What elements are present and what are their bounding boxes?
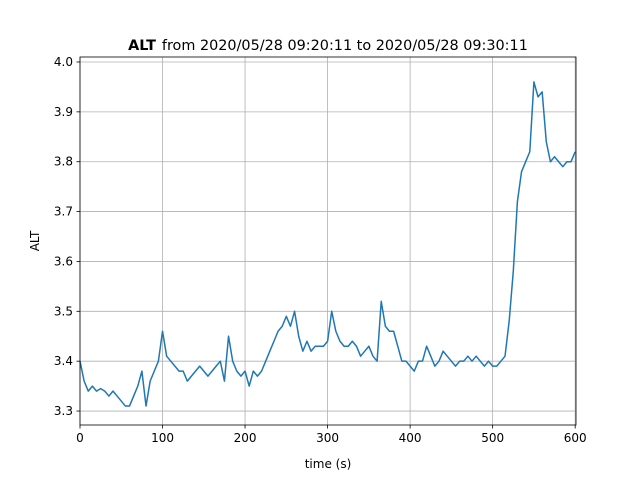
plot-frame [79, 56, 577, 426]
x-tick-label: 400 [399, 431, 422, 445]
x-tick-label: 500 [481, 431, 504, 445]
title-bold: ALT [128, 38, 156, 54]
title-rest: from 2020/05/28 09:20:11 to 2020/05/28 0… [162, 38, 528, 54]
x-tick-label: 100 [151, 431, 174, 445]
y-tick-label: 3.8 [54, 155, 73, 169]
y-tick-label: 4.0 [54, 55, 73, 69]
chart-title: ALT from 2020/05/28 09:20:11 to 2020/05/2… [128, 38, 528, 54]
x-tick-label: 300 [316, 431, 339, 445]
y-tick-label: 3.5 [54, 304, 73, 318]
y-axis-label: ALT [28, 230, 42, 251]
x-tick-label: 0 [76, 431, 84, 445]
x-tick-label: 200 [234, 431, 257, 445]
y-tick-label: 3.7 [54, 205, 73, 219]
x-tick-label: 600 [564, 431, 587, 445]
y-tick-label: 3.6 [54, 254, 73, 268]
y-tick-label: 3.9 [54, 105, 73, 119]
x-axis-label: time (s) [305, 457, 352, 471]
y-tick-label: 3.4 [54, 354, 73, 368]
y-tick-label: 3.3 [54, 404, 73, 418]
data-line [79, 81, 576, 407]
